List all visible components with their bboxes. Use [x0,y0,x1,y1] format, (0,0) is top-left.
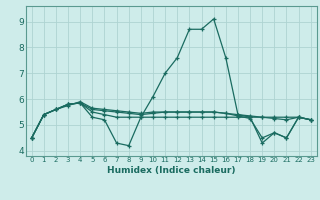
X-axis label: Humidex (Indice chaleur): Humidex (Indice chaleur) [107,166,236,175]
